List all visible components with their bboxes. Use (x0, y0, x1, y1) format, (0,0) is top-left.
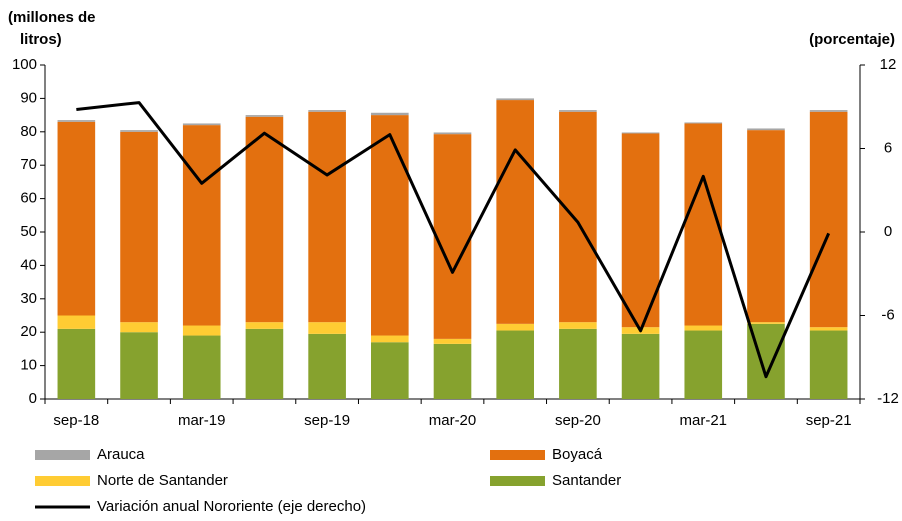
bar-segment (371, 115, 409, 336)
bar-segment (120, 322, 158, 333)
y-tick-label: 40 (20, 256, 37, 273)
legend-swatch (490, 450, 545, 460)
bar-segment (747, 322, 785, 324)
y-axis-label: (millones de (8, 9, 96, 26)
bar-segment (57, 328, 96, 399)
bar-segment (245, 328, 284, 399)
y2-tick-label: 0 (884, 223, 892, 240)
bar-segment (57, 121, 96, 316)
bar-segment (559, 328, 597, 399)
y-tick-label: 60 (20, 190, 37, 207)
x-tick-label: mar-19 (178, 412, 226, 429)
bar-segment (245, 322, 284, 329)
legend-swatch (490, 476, 545, 486)
legend-label: Variación anual Nororiente (eje derecho) (97, 498, 366, 515)
legend-label: Boyacá (552, 446, 603, 463)
y-tick-label: 50 (20, 223, 37, 240)
y-tick-label: 70 (20, 156, 37, 173)
bar-segment (371, 112, 409, 116)
y2-tick-label: 6 (884, 139, 892, 156)
bar-segment (120, 332, 158, 399)
bar-segment (371, 335, 409, 343)
y-tick-label: 90 (20, 89, 37, 106)
legend-swatch (35, 450, 90, 460)
bar-segment (245, 115, 284, 117)
bar-segment (684, 122, 723, 124)
bar-segment (559, 110, 597, 112)
bar-segment (182, 335, 221, 399)
y-axis-label: litros) (20, 31, 62, 48)
bar-segment (559, 322, 597, 329)
y2-axis-label: (porcentaje) (809, 31, 895, 48)
bar-segment (621, 333, 660, 399)
bar-segment (496, 323, 534, 331)
bar-segment (496, 98, 534, 101)
y2-tick-label: 12 (880, 56, 897, 73)
bar-segment (621, 132, 660, 134)
bar-segment (747, 128, 785, 131)
bar-segment (120, 131, 158, 323)
x-tick-label: sep-21 (806, 412, 852, 429)
bar-segment (371, 342, 409, 399)
legend-label: Norte de Santander (97, 472, 228, 489)
y2-tick-label: -12 (877, 390, 899, 407)
x-tick-label: sep-19 (304, 412, 350, 429)
bar-segment (433, 132, 472, 135)
y-tick-label: 10 (20, 357, 37, 374)
bar-segment (809, 110, 848, 112)
legend-swatch (35, 476, 90, 486)
bar-segment (57, 120, 96, 122)
y-tick-label: 30 (20, 290, 37, 307)
x-tick-label: sep-18 (53, 412, 99, 429)
y-tick-label: 20 (20, 323, 37, 340)
x-tick-label: mar-20 (429, 412, 477, 429)
bar-segment (433, 338, 472, 344)
bar-segment (433, 134, 472, 339)
bar-segment (120, 130, 158, 132)
bar-segment (684, 325, 723, 331)
x-tick-label: mar-21 (680, 412, 728, 429)
bar-segment (684, 330, 723, 399)
bar-segment (433, 343, 472, 399)
bar-segment (308, 111, 346, 323)
bar-segment (559, 111, 597, 323)
bar-segment (496, 100, 534, 324)
y-tick-label: 0 (29, 390, 37, 407)
legend-label: Arauca (97, 446, 145, 463)
y-tick-label: 80 (20, 123, 37, 140)
bar-segment (308, 333, 346, 399)
bar-segment (809, 327, 848, 331)
bar-segment (182, 325, 221, 336)
bar-segment (496, 330, 534, 399)
x-tick-label: sep-20 (555, 412, 601, 429)
bar-segment (182, 125, 221, 326)
bar-segment (182, 123, 221, 126)
bar-segment (308, 110, 346, 112)
bar-segment (809, 330, 848, 399)
line-series (76, 101, 831, 379)
bar-segment (747, 130, 785, 323)
bar-segment (245, 116, 284, 323)
bar-segment (684, 123, 723, 326)
bar-segment (308, 322, 346, 334)
bar-segment (621, 133, 660, 328)
bar-segment (809, 111, 848, 328)
y2-tick-label: -6 (881, 306, 894, 323)
legend-label: Santander (552, 472, 621, 489)
y-tick-label: 100 (12, 56, 37, 73)
bar-segment (57, 315, 96, 329)
